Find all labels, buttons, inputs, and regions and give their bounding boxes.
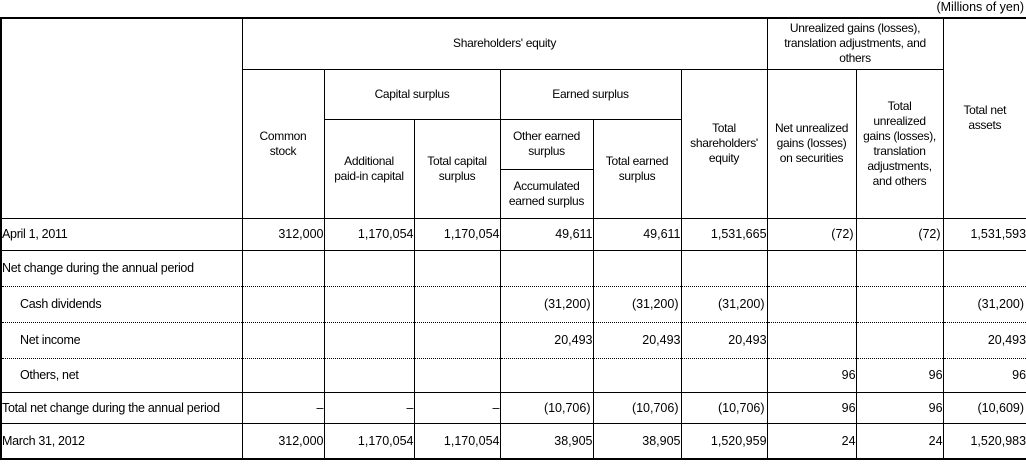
- row-label: Net income: [0, 322, 243, 359]
- table-row-cash-dividends: Cash dividends (31,200) (31,200) (31,200…: [0, 286, 1026, 323]
- unit-note: (Millions of yen): [936, 0, 1024, 14]
- value-cell: [413, 322, 501, 359]
- value-cell: [855, 286, 944, 323]
- value-cell: –: [241, 392, 325, 424]
- value-cell: 24: [766, 423, 857, 459]
- value-cell: (31,200): [592, 286, 682, 323]
- header-total-earned-surplus: Total earned surplus: [592, 118, 682, 219]
- header-earned-surplus: Earned surplus: [499, 68, 682, 120]
- value-cell: 1,531,593: [942, 218, 1026, 251]
- header-total-shareholders-equity: Total shareholders' equity: [680, 68, 768, 219]
- value-cell: [942, 250, 1026, 287]
- value-cell: [413, 250, 501, 287]
- value-cell: [323, 250, 415, 287]
- value-cell: (10,609): [942, 392, 1026, 424]
- value-cell: (72): [766, 218, 857, 251]
- table-row-april-1-2011: April 1, 2011 312,000 1,170,054 1,170,05…: [0, 218, 1026, 251]
- header-total-unrealized: Total unrealized gains (losses), transla…: [855, 68, 944, 219]
- value-cell: 1,531,665: [680, 218, 768, 251]
- value-cell: 96: [766, 358, 857, 393]
- value-cell: 96: [855, 392, 944, 424]
- row-label: Cash dividends: [0, 286, 243, 323]
- value-cell: 96: [942, 358, 1026, 393]
- value-cell: [323, 358, 415, 393]
- value-cell: 1,170,054: [323, 218, 415, 251]
- value-cell: [413, 286, 501, 323]
- header-unrealized-group: Unrealized gains (losses), translation a…: [766, 17, 944, 70]
- value-cell: [241, 286, 325, 323]
- value-cell: 38,905: [592, 423, 682, 459]
- value-cell: [680, 358, 768, 393]
- table-row-total-net-change: Total net change during the annual perio…: [0, 392, 1026, 424]
- value-cell: [241, 250, 325, 287]
- value-cell: 20,493: [680, 322, 768, 359]
- value-cell: [413, 358, 501, 393]
- value-cell: [592, 358, 682, 393]
- value-cell: [499, 358, 594, 393]
- value-cell: (31,200): [680, 286, 768, 323]
- value-cell: 20,493: [942, 322, 1026, 359]
- value-cell: [241, 358, 325, 393]
- row-label: Others, net: [0, 358, 243, 393]
- value-cell: 96: [766, 392, 857, 424]
- value-cell: [241, 322, 325, 359]
- header-row-3: Additional paid-in capital Total capital…: [1, 118, 1026, 219]
- value-cell: 49,611: [499, 218, 594, 251]
- header-common-stock: Common stock: [241, 68, 325, 219]
- value-cell: [592, 250, 682, 287]
- value-cell: 312,000: [241, 423, 325, 459]
- value-cell: 1,520,983: [942, 423, 1026, 459]
- corner-cell: [0, 17, 243, 219]
- value-cell: [323, 286, 415, 323]
- value-cell: [323, 322, 415, 359]
- value-cell: [855, 250, 944, 287]
- table-row-net-income: Net income 20,493 20,493 20,493 20,493: [0, 322, 1026, 359]
- value-cell: [766, 250, 857, 287]
- header-shareholders-equity: Shareholders' equity: [241, 17, 768, 70]
- value-cell: (31,200): [499, 286, 594, 323]
- header-net-unrealized-gains-on-securities: Net unrealized gains (losses) on securit…: [766, 68, 857, 219]
- value-cell: 38,905: [499, 423, 594, 459]
- header-total-net-assets: Total net assets: [942, 17, 1026, 219]
- table-row-net-change-heading: Net change during the annual period: [0, 250, 1026, 287]
- value-cell: –: [413, 392, 501, 424]
- value-cell: –: [323, 392, 415, 424]
- value-cell: 49,611: [592, 218, 682, 251]
- header-total-capital-surplus: Total capital surplus: [413, 118, 501, 219]
- header-additional-paid-in-capital: Additional paid-in capital: [323, 118, 415, 219]
- table-row-march-31-2012: March 31, 2012 312,000 1,170,054 1,170,0…: [0, 423, 1026, 459]
- value-cell: 1,170,054: [413, 218, 501, 251]
- value-cell: [680, 250, 768, 287]
- table-row-others-net: Others, net 96 96 96: [0, 358, 1026, 393]
- value-cell: (72): [855, 218, 944, 251]
- changes-in-net-assets-table: Shareholders' equity Unrealized gains (l…: [0, 17, 1026, 460]
- value-cell: [766, 322, 857, 359]
- row-label: Total net change during the annual perio…: [0, 392, 243, 424]
- value-cell: (10,706): [592, 392, 682, 424]
- value-cell: (10,706): [680, 392, 768, 424]
- value-cell: 1,170,054: [323, 423, 415, 459]
- value-cell: 24: [855, 423, 944, 459]
- header-row-2: Common stock Capital surplus Earned surp…: [1, 68, 1026, 219]
- header-other-earned-surplus: Other earned surplus: [499, 118, 594, 170]
- header-capital-surplus: Capital surplus: [323, 68, 501, 120]
- value-cell: (10,706): [499, 392, 594, 424]
- value-cell: 1,170,054: [413, 423, 501, 459]
- value-cell: 96: [855, 358, 944, 393]
- row-label: April 1, 2011: [0, 218, 243, 251]
- value-cell: [855, 322, 944, 359]
- value-cell: 20,493: [592, 322, 682, 359]
- header-accumulated-earned-surplus: Accumulated earned surplus: [499, 168, 594, 219]
- value-cell: 20,493: [499, 322, 594, 359]
- value-cell: [766, 286, 857, 323]
- header-row-1: Shareholders' equity Unrealized gains (l…: [0, 17, 1026, 219]
- header-row-4: Accumulated earned surplus: [1, 168, 1026, 219]
- row-label: Net change during the annual period: [0, 250, 243, 287]
- value-cell: 312,000: [241, 218, 325, 251]
- value-cell: [499, 250, 594, 287]
- value-cell: (31,200): [942, 286, 1026, 323]
- row-label: March 31, 2012: [0, 423, 243, 459]
- value-cell: 1,520,959: [680, 423, 768, 459]
